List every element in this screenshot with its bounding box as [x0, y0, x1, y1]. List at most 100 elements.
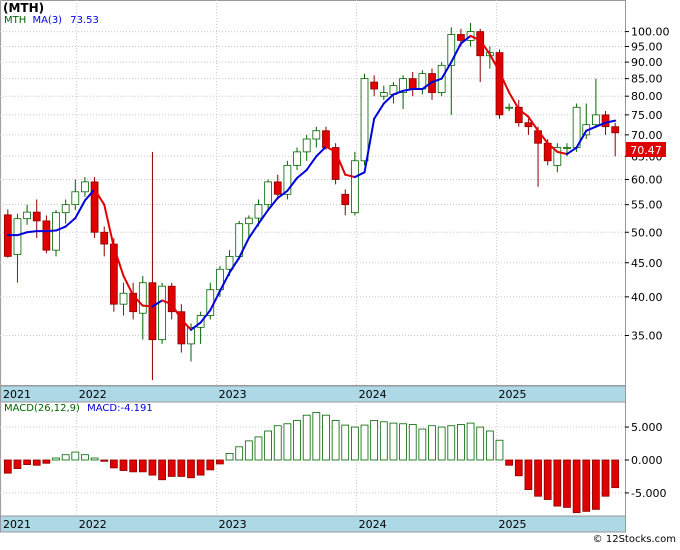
- candle-body: [13, 218, 22, 255]
- candle-body: [158, 285, 166, 341]
- macd-bar: [264, 430, 272, 461]
- ma-line-segment: [421, 81, 434, 91]
- macd-bar: [485, 430, 494, 461]
- macd-bar: [322, 414, 330, 461]
- candle-body: [312, 130, 321, 140]
- macd-bar: [495, 439, 504, 461]
- macd-bar: [582, 459, 591, 512]
- ma-line-segment: [83, 188, 96, 202]
- price-tick-label: 60.00: [631, 173, 663, 186]
- macd-bar: [341, 424, 350, 461]
- ma-line-segment: [112, 246, 125, 277]
- last-price-box: [626, 142, 666, 157]
- ma-line-segment: [469, 34, 482, 42]
- candle-body: [370, 81, 379, 90]
- ma-line-segment: [431, 77, 443, 84]
- candle-body: [81, 181, 89, 193]
- macd-bar: [254, 436, 263, 461]
- ma-line-segment: [151, 299, 164, 308]
- macd-date-tick-label: 2021: [3, 518, 31, 531]
- macd-bar: [109, 459, 118, 469]
- macd-tick-label: -5.000: [631, 487, 666, 500]
- credit-label: © 12Stocks.com: [592, 534, 676, 545]
- ma-line-segment: [537, 129, 549, 145]
- candle-body: [592, 114, 600, 126]
- price-tick-label: 55.00: [631, 199, 663, 212]
- macd-bar: [273, 425, 282, 461]
- macd-legend-label: MACD(26,12,9): [4, 403, 80, 414]
- price-panel-frame: [0, 0, 626, 386]
- price-date-tick-label: 2025: [499, 388, 527, 401]
- ma-line-segment: [315, 145, 327, 158]
- candle-body: [611, 126, 620, 134]
- macd-bar: [370, 420, 379, 461]
- ma-line-segment: [450, 42, 462, 64]
- macd-bar: [466, 422, 475, 461]
- macd-bar: [138, 459, 147, 473]
- ma-line-segment: [373, 102, 385, 120]
- macd-date-tick-label: 2023: [219, 518, 247, 531]
- macd-bar: [119, 459, 128, 471]
- price-tick-label: 70.00: [631, 129, 663, 142]
- price-tick-label: 95.00: [631, 40, 663, 53]
- price-tick-label: 80.00: [631, 90, 663, 103]
- macd-bar: [216, 459, 224, 465]
- candle-body: [379, 92, 388, 97]
- macd-bar: [23, 459, 31, 465]
- ma-line-segment: [296, 168, 308, 180]
- candle-body: [351, 160, 359, 214]
- macd-bar: [437, 426, 446, 461]
- ma-line-segment: [132, 294, 144, 307]
- ma-line-segment: [26, 230, 38, 234]
- chart-title: (MTH): [3, 1, 45, 15]
- candle-body: [302, 138, 311, 153]
- macd-bar: [563, 459, 571, 508]
- macd-bar: [389, 422, 398, 461]
- candle-body: [119, 292, 128, 305]
- candle-body: [90, 181, 99, 233]
- macd-bar: [447, 425, 456, 461]
- ma-line-segment: [334, 150, 347, 176]
- ma-line-segment: [392, 89, 405, 96]
- candle-body: [293, 151, 301, 166]
- ma-line-segment: [209, 290, 221, 312]
- ma-line-segment: [199, 309, 212, 324]
- ma-line-segment: [527, 115, 540, 132]
- ma-line-segment: [64, 217, 77, 228]
- ma-line-segment: [141, 304, 154, 308]
- macd-bar: [331, 420, 340, 461]
- ma-line-segment: [585, 125, 597, 132]
- ma-line-segment: [488, 53, 501, 73]
- price-date-tick-label: 2024: [359, 388, 387, 401]
- candle-body: [23, 211, 31, 220]
- ma-line-segment: [93, 188, 106, 206]
- ma-line-segment: [161, 299, 173, 306]
- macd-bar: [553, 459, 562, 507]
- candle-body: [148, 282, 157, 341]
- candle-body: [264, 181, 272, 206]
- candle-body: [524, 122, 533, 128]
- macd-bar: [225, 453, 234, 461]
- price-date-tick-label: 2021: [3, 388, 31, 401]
- ma-line-segment: [122, 274, 135, 297]
- macd-bar: [572, 459, 581, 514]
- ma-line-segment: [517, 108, 530, 118]
- macd-bar: [408, 424, 417, 461]
- ma-line-segment: [238, 237, 250, 259]
- macd-bar: [235, 446, 244, 461]
- macd-bar: [3, 459, 12, 474]
- ma-line-segment: [459, 34, 472, 45]
- ma-line-segment: [324, 145, 337, 153]
- ma-line-segment: [575, 129, 588, 149]
- price-tick-label: 40.00: [631, 291, 663, 304]
- macd-bar: [100, 459, 109, 462]
- ma-line-segment: [305, 155, 318, 171]
- macd-bar: [283, 423, 292, 461]
- macd-bar: [428, 425, 436, 461]
- candle-body: [457, 34, 465, 41]
- macd-bar: [196, 459, 205, 476]
- macd-tick-label: 5.000: [631, 421, 663, 434]
- candle-body: [42, 220, 51, 251]
